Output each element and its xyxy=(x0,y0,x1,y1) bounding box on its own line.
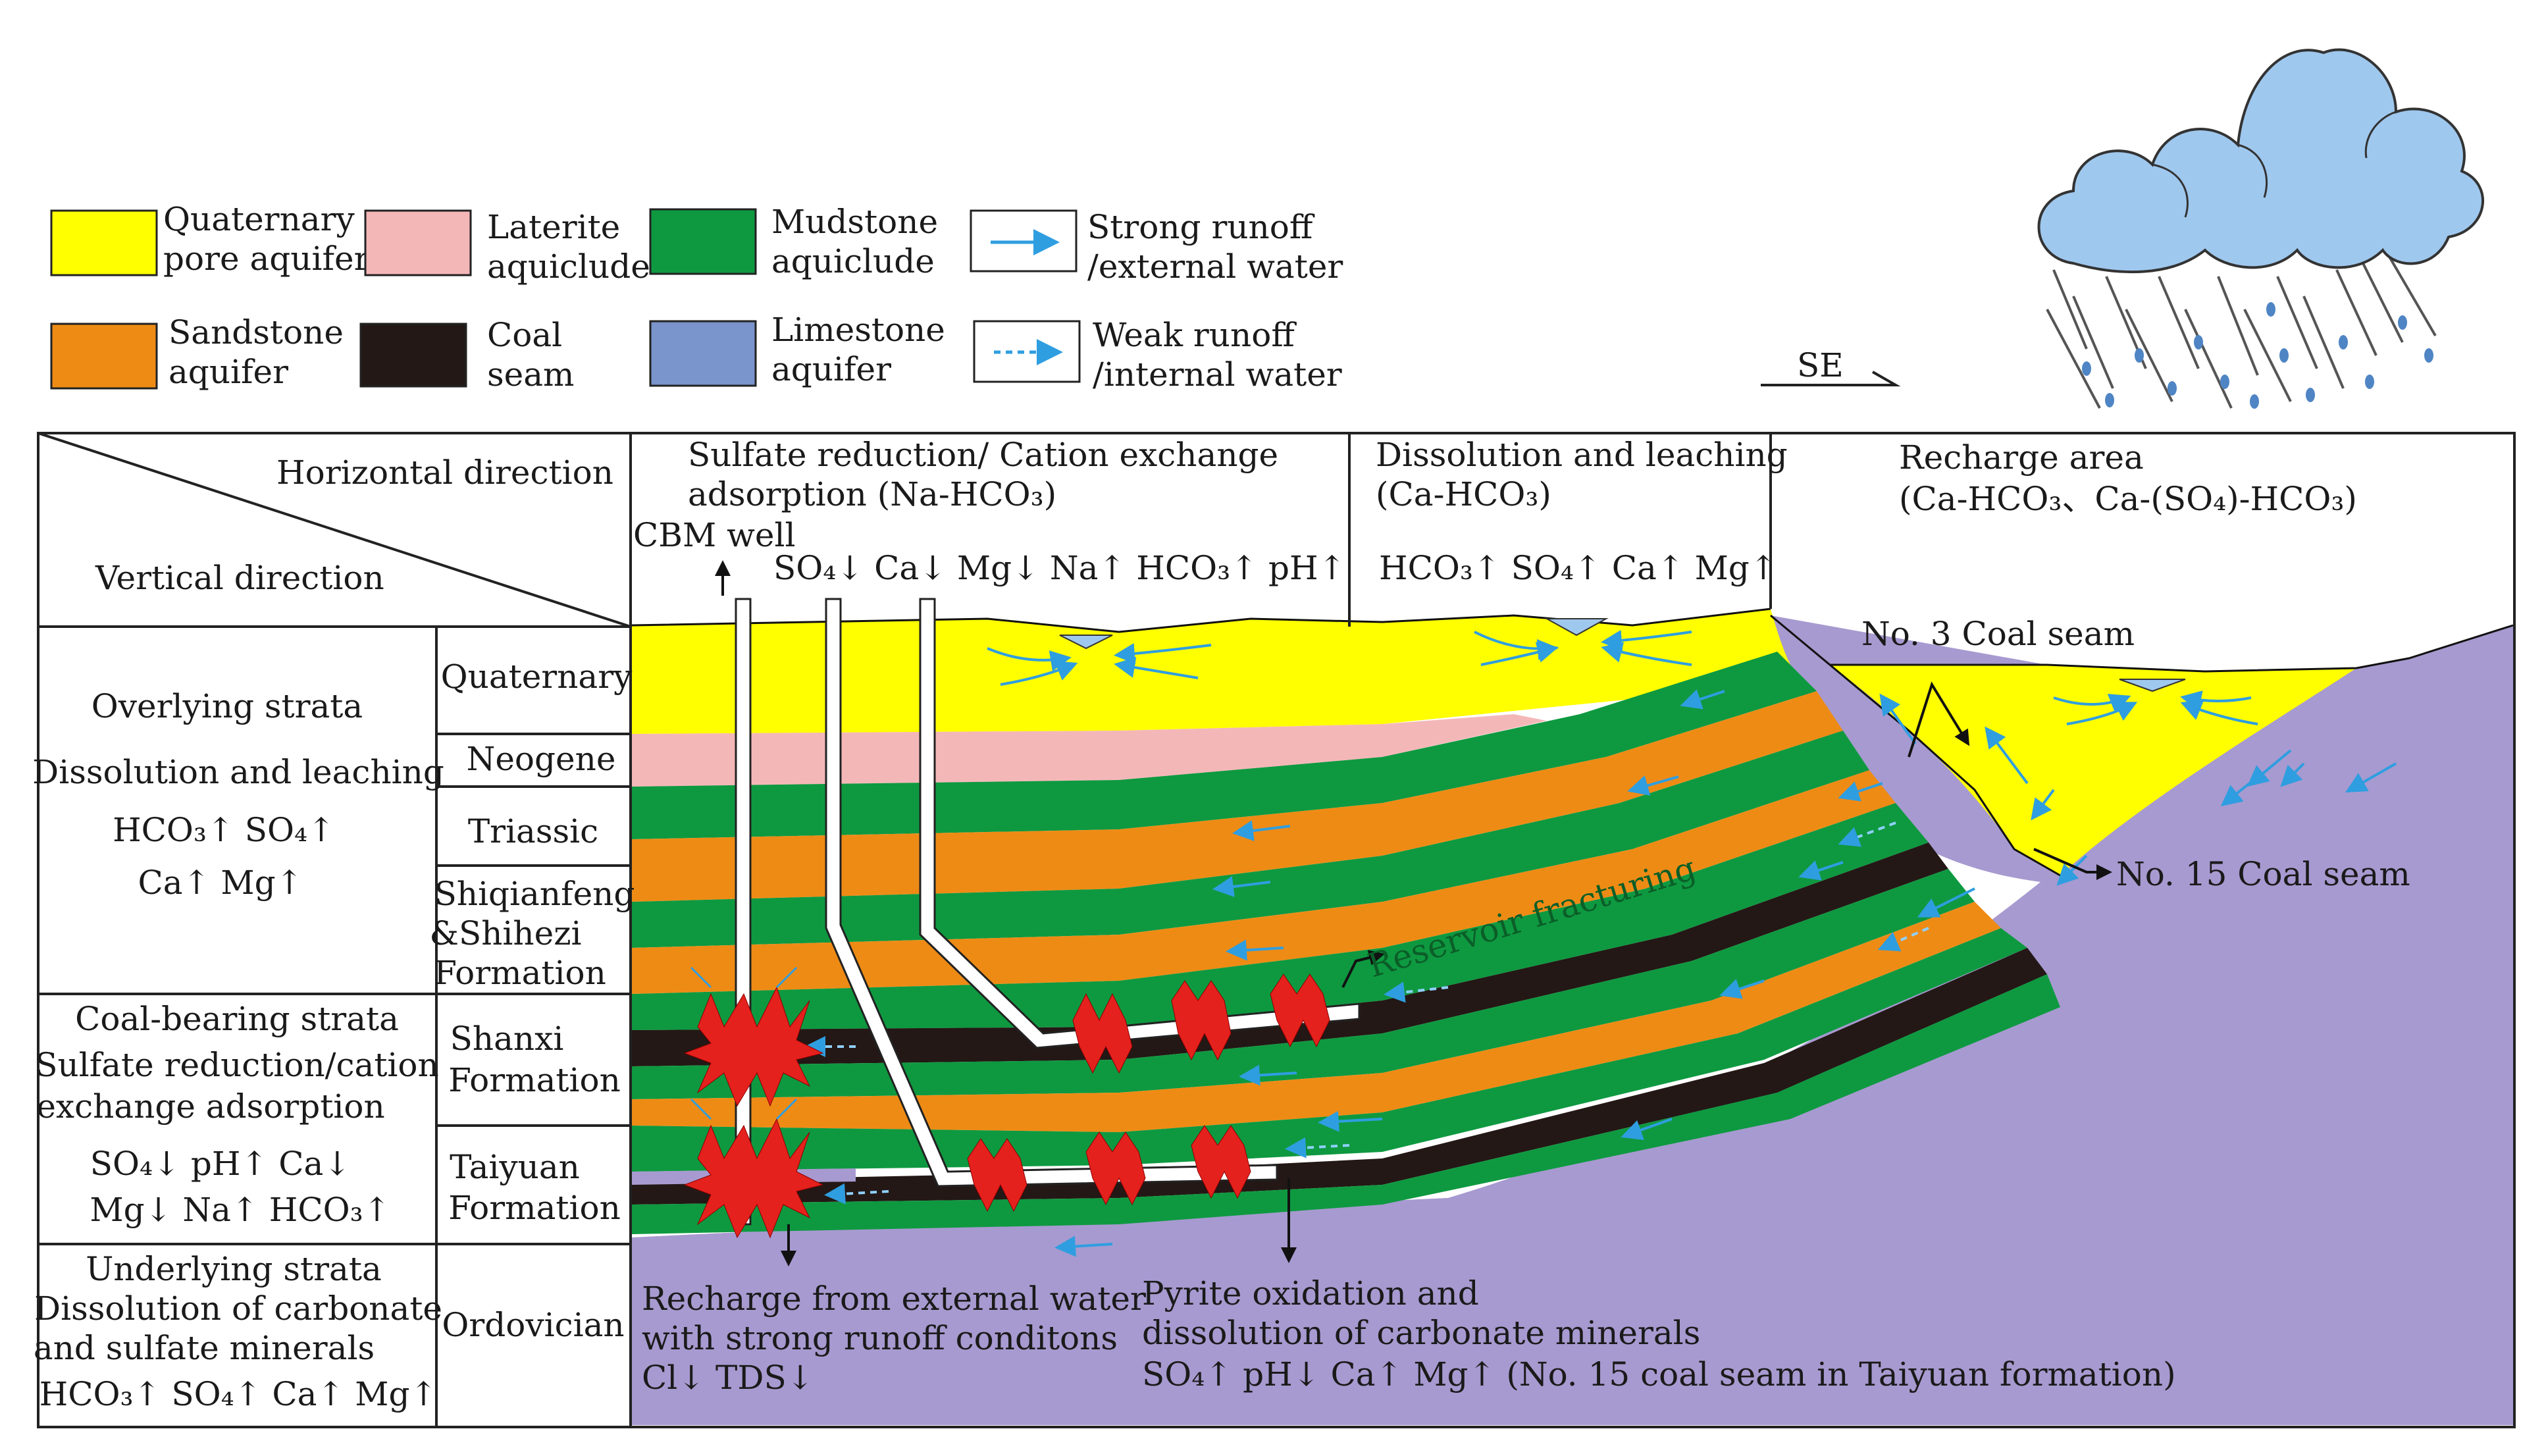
header: Horizontal direction Vertical direction … xyxy=(95,436,2357,597)
coal-bearing-process-2: exchange adsorption xyxy=(36,1087,384,1126)
underlying-title: Underlying strata xyxy=(86,1250,382,1288)
cbm-well-label: CBM well xyxy=(633,516,795,554)
zone2-title-1: Dissolution and leaching xyxy=(1376,436,1788,474)
legend-label-weak-runoff-1: Weak runoff xyxy=(1093,316,1297,354)
legend-swatch-limestone xyxy=(649,320,757,387)
underlying-ions: HCO₃↑ SO₄↑ Ca↑ Mg↑ xyxy=(39,1375,438,1413)
recharge-label-1: Recharge from external water xyxy=(642,1280,1146,1318)
zone1-ions: SO₄↓ Ca↓ Mg↓ Na↑ HCO₃↑ pH↑ xyxy=(773,549,1345,587)
legend-label-limestone-1: Limestone xyxy=(771,311,945,349)
zone3-title-2: (Ca-HCO₃、Ca-(SO₄)-HCO₃) xyxy=(1899,480,2357,518)
legend-label-laterite-1: Laterite xyxy=(487,208,620,246)
coal-bearing-ions-1: SO₄↓ pH↑ Ca↓ xyxy=(90,1145,351,1183)
underlying-process-2: and sulfate minerals xyxy=(34,1329,375,1367)
coal-bearing-process-1: Sulfate reduction/cation xyxy=(35,1046,438,1084)
legend-label-sandstone-1: Sandstone xyxy=(169,313,344,351)
legend-label-sandstone-2: aquifer xyxy=(169,353,288,391)
formation-triassic: Triassic xyxy=(468,812,598,850)
direction-indicator: SE xyxy=(1761,346,1901,386)
rain-cloud-icon xyxy=(2037,48,2485,409)
legend-label-quaternary-2: pore aquifer xyxy=(163,240,370,278)
zone1-title-1: Sulfate reduction/ Cation exchange xyxy=(688,436,1278,474)
legend-box-weak-runoff xyxy=(973,320,1081,383)
legend-swatch-quaternary xyxy=(50,209,158,276)
direction-label: SE xyxy=(1797,346,1844,384)
underlying-process-1: Dissolution of carbonate xyxy=(34,1289,442,1328)
zone2-title-2: (Ca-HCO₃) xyxy=(1376,475,1551,513)
mudstone-layer-2 xyxy=(632,731,1869,948)
formation-shanxi-1: Shanxi xyxy=(450,1020,564,1058)
legend-swatch-laterite xyxy=(364,209,472,276)
pyrite-label-3: SO₄↑ pH↓ Ca↑ Mg↑ (No. 15 coal seam in Ta… xyxy=(1142,1355,2176,1393)
formation-shiqianfeng-1: Shiqianfeng xyxy=(434,875,635,913)
legend-label-mudstone-2: aquiclude xyxy=(771,242,935,280)
coal3-label: No. 3 Coal seam xyxy=(1861,615,2135,653)
legend-swatch-coal xyxy=(359,323,467,388)
formation-quaternary: Quaternary xyxy=(441,658,633,696)
legend: Quaternary pore aquifer Laterite aquiclu… xyxy=(50,200,1343,394)
zone2-ions: HCO₃↑ SO₄↑ Ca↑ Mg↑ xyxy=(1379,549,1777,587)
overlying-ions-2: Ca↑ Mg↑ xyxy=(138,864,303,902)
coal-bearing-ions-2: Mg↓ Na↑ HCO₃↑ xyxy=(90,1191,390,1229)
legend-label-mudstone-1: Mudstone xyxy=(771,203,938,241)
legend-label-strong-runoff-1: Strong runoff xyxy=(1087,208,1315,246)
legend-label-laterite-2: aquiclude xyxy=(487,247,650,286)
formation-taiyuan-1: Taiyuan xyxy=(450,1148,580,1186)
recharge-label-2: with strong runoff conditons xyxy=(642,1319,1118,1357)
formation-taiyuan-2: Formation xyxy=(448,1189,621,1227)
vertical-direction-label: Vertical direction xyxy=(95,559,384,597)
legend-label-coal-1: Coal xyxy=(487,316,562,354)
overlying-process: Dissolution and leaching xyxy=(32,753,444,791)
legend-label-limestone-2: aquifer xyxy=(771,350,891,388)
zone3-title-1: Recharge area xyxy=(1899,438,2144,477)
overlying-ions-1: HCO₃↑ SO₄↑ xyxy=(113,811,335,849)
legend-label-strong-runoff-2: /external water xyxy=(1087,247,1343,286)
pyrite-label-1: Pyrite oxidation and xyxy=(1142,1274,1479,1313)
legend-label-weak-runoff-2: /internal water xyxy=(1093,355,1342,394)
legend-label-quaternary-1: Quaternary xyxy=(163,200,355,238)
section-labels: CBM well No. 3 Coal seam No. 15 Coal sea… xyxy=(633,516,2410,1397)
horizontal-direction-label: Horizontal direction xyxy=(276,454,613,492)
legend-swatch-mudstone xyxy=(649,208,757,275)
coal15-label: No. 15 Coal seam xyxy=(2116,855,2410,893)
overlying-title: Overlying strata xyxy=(91,687,363,725)
direction-arrow-icon xyxy=(1761,371,1901,386)
zone1-title-2: adsorption (Na-HCO₃) xyxy=(688,475,1056,513)
formation-shanxi-2: Formation xyxy=(448,1061,621,1099)
recharge-label-3: Cl↓ TDS↓ xyxy=(642,1359,814,1397)
coal-bearing-title: Coal-bearing strata xyxy=(75,1000,399,1038)
table-grid xyxy=(37,432,2516,1428)
formation-shiqianfeng-2: &Shihezi xyxy=(429,914,581,952)
sandstone-layer-3 xyxy=(632,902,2001,1132)
legend-label-coal-2: seam xyxy=(487,355,574,394)
formation-ordovician: Ordovician xyxy=(442,1306,624,1344)
left-table: Overlying strata Dissolution and leachin… xyxy=(32,658,635,1413)
formation-neogene: Neogene xyxy=(467,740,616,778)
neogene-laterite xyxy=(632,714,1547,787)
legend-swatch-sandstone xyxy=(50,323,158,390)
pyrite-label-2: dissolution of carbonate minerals xyxy=(1142,1314,1700,1352)
formation-shiqianfeng-3: Formation xyxy=(434,954,606,992)
geologic-section xyxy=(632,598,2514,1425)
